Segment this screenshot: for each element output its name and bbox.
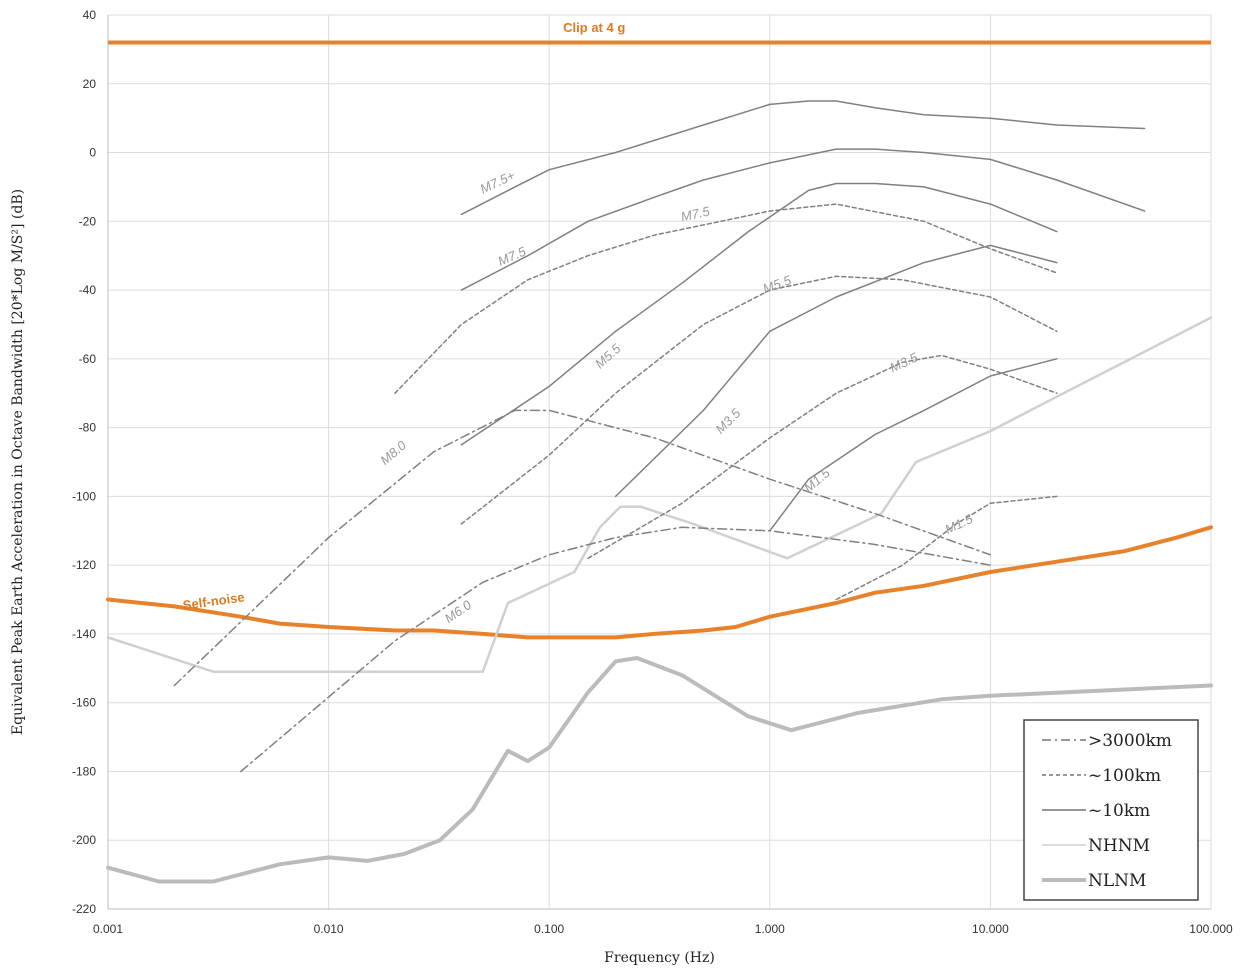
- series-line-self-noise: [106, 525, 1213, 640]
- series-line-m5-5-dashed: [460, 275, 1058, 525]
- y-tick-label: -220: [72, 902, 96, 916]
- x-tick-label: 100.000: [1189, 922, 1233, 936]
- series-line-m3-5-dashed: [587, 354, 1058, 560]
- series-line-m1-5-dashed: [835, 495, 1058, 601]
- y-axis-title: Equivalent Peak Earth Acceleration in Oc…: [10, 189, 26, 735]
- series-line-m5-5-solid: [460, 182, 1058, 446]
- legend-label: >3000km: [1088, 731, 1172, 751]
- series-line-m7-5-dashed: [394, 203, 1058, 394]
- y-tick-label: -140: [72, 627, 96, 641]
- series-line-nhnm: [106, 316, 1213, 673]
- y-tick-label: -60: [79, 352, 97, 366]
- series-line-m6-0-dashdot: [240, 526, 992, 773]
- legend-label: ~10km: [1088, 801, 1150, 821]
- series: [106, 40, 1213, 884]
- legend: >3000km ~100km ~10km NHNM NLNM: [1023, 719, 1199, 901]
- axes: 40 20 0 -20 -40 -60 -80 -100 -120 -140 -160 -180 -20…: [72, 8, 1233, 936]
- y-tick-label: -80: [79, 421, 97, 435]
- y-tick-label: -100: [72, 489, 96, 503]
- legend-label: NHNM: [1088, 836, 1150, 856]
- y-tick-label: -120: [72, 558, 96, 572]
- y-tick-label: 40: [83, 8, 97, 22]
- curve-label: M7.5: [680, 203, 712, 224]
- x-axis-title: Frequency (Hz): [604, 950, 715, 966]
- legend-label: ~100km: [1088, 766, 1161, 786]
- series-line-nlnm: [106, 656, 1213, 884]
- y-tick-label: -40: [79, 283, 97, 297]
- y-tick-label: 20: [83, 77, 97, 91]
- y-tick-label: -20: [79, 214, 97, 228]
- x-tick-label: 1.000: [755, 922, 785, 936]
- series-line-m3-5-solid: [614, 244, 1058, 498]
- x-tick-label: 0.001: [93, 922, 123, 936]
- y-tick-label: 0: [89, 146, 96, 160]
- series-line-m7-5-solid: [460, 100, 1146, 216]
- x-tick-label: 0.010: [314, 922, 344, 936]
- series-line-m8-0-dashdot: [173, 409, 992, 687]
- legend-label: NLNM: [1088, 871, 1146, 891]
- series-line-m7-5-solid: [460, 148, 1146, 291]
- y-tick-label: -200: [72, 833, 96, 847]
- x-tick-label: 10.000: [972, 922, 1009, 936]
- curve-label: Clip at 4 g: [563, 20, 625, 35]
- x-tick-label: 0.100: [534, 922, 564, 936]
- y-tick-label: -160: [72, 696, 96, 710]
- y-tick-label: -180: [72, 764, 96, 778]
